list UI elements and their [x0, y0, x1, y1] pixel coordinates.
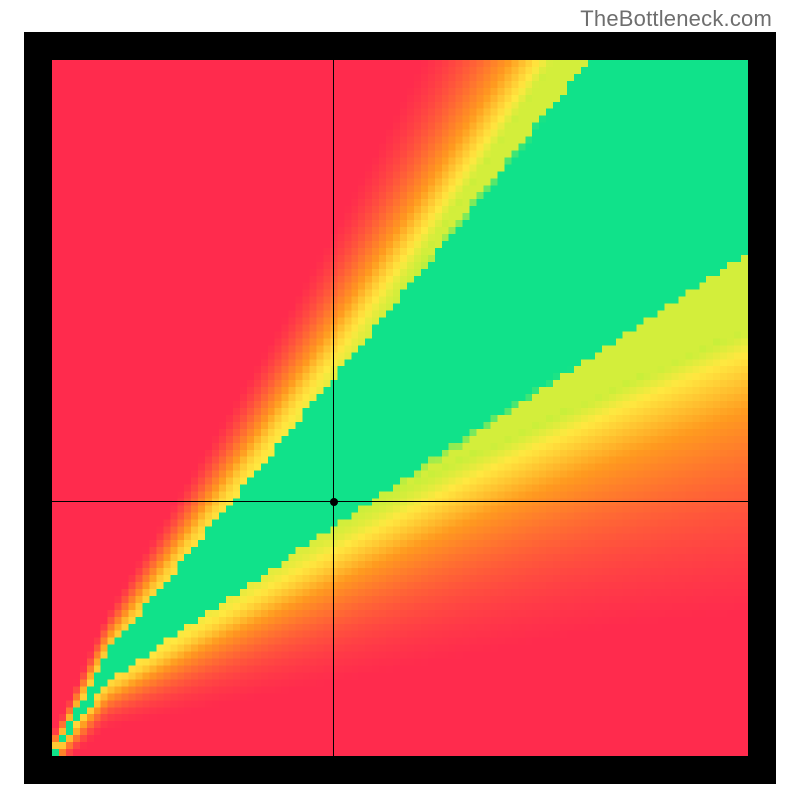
heatmap-canvas	[52, 60, 748, 756]
watermark-label: TheBottleneck.com	[580, 6, 772, 32]
chart-container: TheBottleneck.com	[0, 0, 800, 800]
marker-dot	[330, 498, 338, 506]
crosshair-horizontal	[52, 501, 748, 502]
crosshair-vertical	[333, 60, 334, 756]
